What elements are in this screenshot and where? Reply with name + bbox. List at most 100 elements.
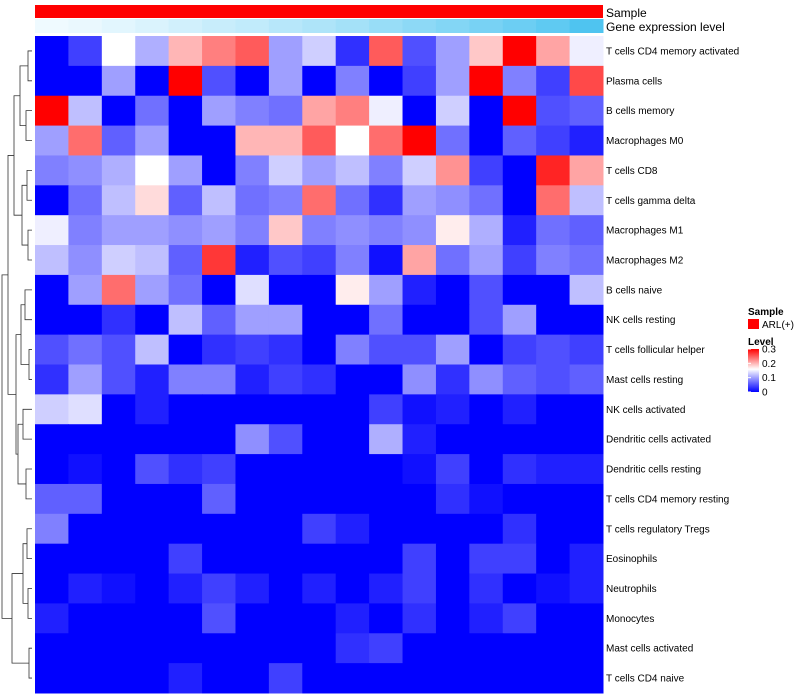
heatmap-cell [202,603,236,634]
heatmap-cell [135,483,170,515]
heatmap-cell [369,95,404,127]
dendrogram-branch [7,155,16,395]
heatmap-cell [35,394,69,425]
heatmap-cell [335,185,370,216]
heatmap-cell [536,334,571,365]
heatmap-cell [469,334,504,365]
heatmap-cell [35,334,69,365]
heatmap-cell [369,36,404,67]
heatmap-cell [168,454,203,485]
heatmap-cell [435,424,470,455]
heatmap-cell [335,95,370,127]
heatmap-cell [101,125,136,156]
dendrogram-branch [25,110,32,141]
heatmap-cell [101,36,136,67]
heatmap-cell [235,603,270,634]
heatmap-cell [302,274,337,306]
heatmap-cell [369,454,404,485]
heatmap-cell [202,633,236,664]
heatmap-cell [335,304,370,336]
heatmap-cell [302,364,337,395]
heatmap-cell [335,125,370,156]
dendrogram-branch [28,647,32,679]
heatmap-cell [469,364,504,395]
heatmap-cell [469,274,504,306]
heatmap-cell [35,36,69,67]
heatmap-cell [569,394,604,425]
heatmap-cell [435,573,470,604]
row-dendrogram [1,50,32,679]
heatmap-cell [202,573,236,604]
heatmap-cell [302,663,337,694]
heatmap-cell [101,454,136,485]
heatmap-cell [235,454,270,485]
heatmap-cell [335,573,370,604]
heatmap-cell [569,95,604,127]
heatmap-cell [168,663,203,694]
heatmap-cell [101,394,136,425]
heatmap-cell [202,513,236,545]
heatmap-cell [302,125,337,156]
heatmap-cell [135,36,170,67]
heatmap-cell [369,125,404,156]
heatmap-cell [235,185,270,216]
heatmap-cell [202,334,236,365]
heatmap-cell [35,274,69,306]
heatmap-cell [68,274,103,306]
row-label: T cells gamma delta [606,196,696,207]
dendrogram-branch [25,468,32,500]
sample-annotation-bar [35,5,603,18]
heatmap-cell [68,95,103,127]
heatmap-cell [536,155,571,186]
legend-level-ticks: 0.3 0.2 0.1 0 [748,345,776,399]
heatmap-cell [135,663,170,694]
heatmap-cell [168,125,203,156]
heatmap-cell [435,245,470,276]
heatmap-cell [402,633,437,664]
heatmap-cell [202,663,236,694]
heatmap-cell [502,185,537,216]
row-label: Mast cells resting [606,375,683,386]
heatmap-cell [536,185,571,216]
heatmap-cell [302,155,337,186]
row-label: T cells CD8 [606,166,658,177]
heatmap-cell [469,543,504,575]
heatmap-cell [569,36,604,67]
heatmap-cell [168,513,203,545]
heatmap-cell [536,95,571,127]
gene-expression-cell [168,19,203,33]
heatmap-cell [135,573,170,604]
heatmap-cell [101,424,136,455]
heatmap-cell [35,633,69,664]
heatmap-cell [369,215,404,246]
heatmap-cell [35,454,69,485]
dendrogram-branch [13,95,22,216]
heatmap-cell [335,603,370,634]
heatmap-cell [202,454,236,485]
heatmap-cell [469,215,504,246]
dendrogram-branch [22,408,32,440]
heatmap-cell [68,424,103,455]
heatmap-cell [435,215,470,246]
heatmap-cell [302,185,337,216]
dendrogram-branch [26,528,32,560]
heatmap-cell [402,36,437,67]
heatmap-cell [569,274,604,306]
heatmap-cell [35,245,69,276]
legend: Sample ARL(+) Level 0.3 0.2 0.1 0 [748,307,794,399]
heatmap-cell [469,245,504,276]
heatmap-cell [469,454,504,485]
row-label: Plasma cells [606,76,662,87]
heatmap-cell [502,603,537,634]
heatmap-cell [469,483,504,515]
heatmap-cell [469,633,504,664]
heatmap-cell [502,215,537,246]
heatmap-cell [402,364,437,395]
heatmap-cell [435,364,470,395]
heatmap-cell [235,513,270,545]
heatmap-cell [235,663,270,694]
heatmap-cell [268,95,303,127]
dendrogram-branch [24,289,32,321]
heatmap-cell [369,424,404,455]
heatmap-cell [101,663,136,694]
